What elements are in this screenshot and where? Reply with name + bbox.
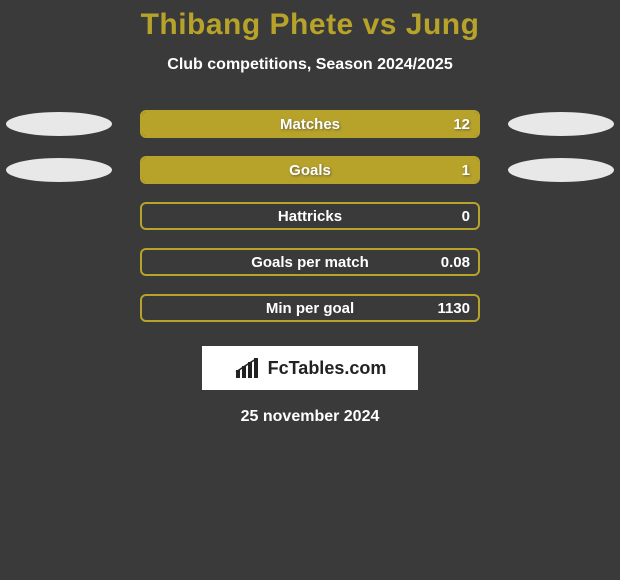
stat-value: 0 — [462, 208, 470, 225]
subtitle: Club competitions, Season 2024/2025 — [0, 56, 620, 74]
player-left-dot — [6, 112, 112, 136]
stat-label: Min per goal — [142, 300, 478, 317]
stat-label: Goals per match — [142, 254, 478, 271]
stat-bar: Matches12 — [140, 110, 480, 138]
stat-value: 1 — [462, 162, 470, 179]
stat-bar: Hattricks0 — [140, 202, 480, 230]
player-left-dot — [6, 158, 112, 182]
stat-label: Matches — [142, 116, 478, 133]
stat-row: Goals per match0.08 — [0, 248, 620, 276]
stat-value: 0.08 — [441, 254, 470, 271]
stat-row: Goals1 — [0, 156, 620, 184]
stat-label: Goals — [142, 162, 478, 179]
player-right-dot — [508, 112, 614, 136]
bar-chart-icon — [234, 356, 262, 380]
stat-label: Hattricks — [142, 208, 478, 225]
stat-row: Min per goal1130 — [0, 294, 620, 322]
page-title: Thibang Phete vs Jung — [0, 0, 620, 42]
stat-bar: Min per goal1130 — [140, 294, 480, 322]
player-right-dot — [508, 158, 614, 182]
logo-box: FcTables.com — [202, 346, 418, 390]
stat-bar: Goals per match0.08 — [140, 248, 480, 276]
stat-row: Hattricks0 — [0, 202, 620, 230]
chart-container: Thibang Phete vs Jung Club competitions,… — [0, 0, 620, 580]
stat-value: 12 — [453, 116, 470, 133]
stat-value: 1130 — [437, 300, 470, 317]
stat-row: Matches12 — [0, 110, 620, 138]
logo-text: FcTables.com — [268, 358, 387, 379]
stat-bar: Goals1 — [140, 156, 480, 184]
date-label: 25 november 2024 — [0, 408, 620, 426]
stat-rows: Matches12 Goals1 Hattricks0 Goals per match… — [0, 110, 620, 322]
